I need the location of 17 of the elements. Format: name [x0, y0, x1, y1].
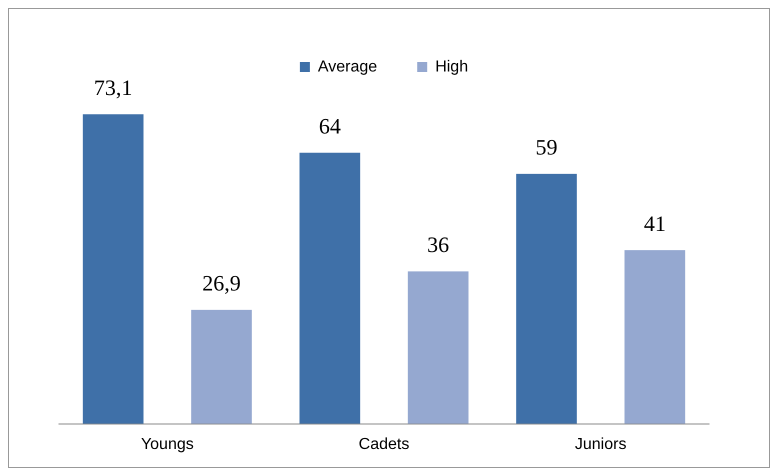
bar [300, 152, 360, 424]
data-label: 26,9 [202, 270, 241, 296]
data-label: 64 [318, 114, 341, 139]
x-tick-label: Cadets [358, 436, 410, 453]
data-label: 41 [644, 210, 666, 236]
bar [408, 271, 468, 424]
bar [191, 310, 252, 424]
data-label: 73,1 [94, 75, 132, 100]
bar [82, 114, 144, 424]
data-label: 36 [427, 232, 450, 258]
legend-label: High [435, 58, 468, 76]
bar [624, 250, 686, 424]
legend-label: Average [318, 58, 378, 76]
x-tick-label: Youngs [140, 436, 194, 453]
bar [516, 174, 577, 424]
data-label: 59 [536, 134, 558, 160]
x-tick-label: Juniors [574, 436, 626, 453]
